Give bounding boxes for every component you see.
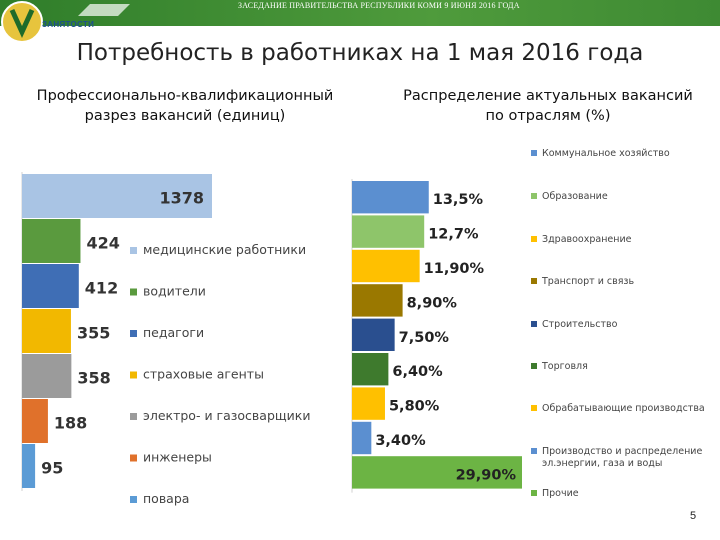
bar-1-6: [22, 444, 36, 488]
bar-2-3: [352, 284, 403, 317]
legend-2-item-2: Здравоохранение: [542, 234, 632, 245]
legend-1-item-6: повара: [143, 491, 189, 506]
legend-2-item-0: Коммунальное хозяйство: [542, 148, 670, 159]
bar-2-8: [352, 456, 522, 489]
legend-2-item-3: Транспорт и связь: [541, 276, 634, 287]
chart-1-title: Профессионально-квалификационный разрез …: [36, 88, 334, 124]
bar-1-label-5: 188: [54, 414, 87, 433]
legend-1-item-4: электро- и газосварщики: [143, 408, 310, 423]
page-title: Потребность в работниках на 1 мая 2016 г…: [76, 40, 644, 66]
legend-2-item-4: Строительство: [542, 319, 618, 330]
bar-2-label-5: 6,40%: [392, 364, 443, 380]
legend-1-item-2: педагоги: [143, 325, 204, 340]
legend-1-item-1: водители: [143, 284, 206, 299]
bar-2-4: [352, 318, 395, 351]
bar-1-label-2: 412: [85, 279, 118, 298]
legend-1-swatch-0: [130, 247, 137, 254]
legend-1-item-5: инженеры: [143, 450, 212, 465]
legend-2-item-7-a: Производство и распределение: [542, 446, 702, 457]
legend-2-swatch-8: [531, 490, 537, 496]
bar-2-6: [352, 387, 385, 420]
bar-1-0: [22, 174, 212, 218]
bar-2-label-7: 3,40%: [375, 433, 426, 449]
legend-1-swatch-3: [130, 371, 137, 379]
logo: ЗАНЯТОСТИ: [0, 0, 140, 44]
bar-2-label-1: 12,7%: [428, 227, 479, 243]
legend-1-item-0: медицинские работники: [143, 242, 306, 257]
legend-2-swatch-2: [531, 236, 537, 242]
bar-1-label-4: 358: [77, 369, 110, 388]
legend-2-item-8: Прочие: [542, 488, 579, 499]
bar-2-label-6: 5,80%: [389, 399, 440, 415]
bar-1-4: [22, 354, 72, 398]
legend-1-swatch-6: [130, 496, 137, 503]
bar-1-label-6: 95: [41, 459, 63, 478]
legend-2-swatch-3: [531, 278, 537, 284]
bar-2-7: [352, 421, 372, 455]
bar-2-label-8: 29,90%: [456, 467, 517, 483]
bar-1-3: [22, 309, 71, 353]
legend-1-swatch-5: [130, 454, 137, 462]
bar-1-2: [22, 264, 79, 308]
legend-2-swatch-0: [531, 150, 537, 156]
logo-text: ЗАНЯТОСТИ: [42, 20, 95, 29]
bar-2-label-2: 11,90%: [424, 261, 485, 277]
legend-2-swatch-1: [531, 193, 537, 199]
bar-1-label-1: 424: [86, 234, 119, 253]
legend-1-swatch-2: [130, 330, 137, 337]
bar-1-label-3: 355: [77, 324, 110, 343]
bar-2-0: [352, 181, 429, 214]
bar-1-5: [22, 399, 48, 443]
chart-2-title: Распределение актуальных вакансий по отр…: [403, 88, 693, 124]
legend-2-item-7-b: эл.энергии, газа и воды: [542, 458, 662, 469]
bar-2-label-0: 13,5%: [433, 192, 484, 208]
legend-2-item-6: Обрабатывающие производства: [542, 403, 705, 414]
logo-graphic: [1, 1, 130, 43]
bar-2-5: [352, 353, 389, 386]
banner-text: ЗАСЕДАНИЕ ПРАВИТЕЛЬСТВА РЕСПУБЛИКИ КОМИ …: [238, 1, 520, 10]
legend-2-swatch-4: [531, 321, 537, 327]
bar-2-1: [352, 215, 425, 248]
legend-1-item-3: страховые агенты: [143, 367, 264, 382]
page-number: 5: [690, 510, 697, 522]
legend-1-swatch-4: [130, 413, 137, 420]
legend-2-item-1: Образование: [542, 191, 608, 202]
legend-1-swatch-1: [130, 288, 137, 296]
bar-1-label-0: 1378: [159, 189, 204, 208]
bar-2-label-4: 7,50%: [399, 330, 450, 346]
bar-2-label-3: 8,90%: [407, 295, 458, 311]
legend-2-swatch-7: [531, 448, 537, 454]
legend-2-swatch-5: [531, 363, 537, 369]
bar-1-1: [22, 219, 81, 263]
legend-2-swatch-6: [531, 405, 537, 411]
legend-2-item-5: Торговля: [541, 361, 588, 372]
bar-2-2: [352, 249, 420, 283]
